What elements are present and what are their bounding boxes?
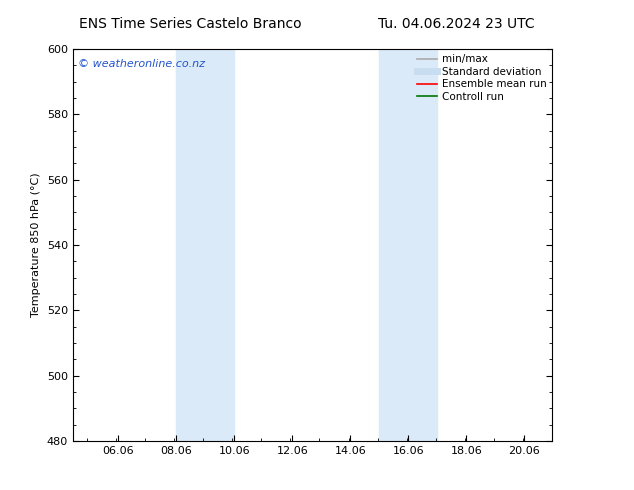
Text: ENS Time Series Castelo Branco: ENS Time Series Castelo Branco: [79, 17, 302, 31]
Text: © weatheronline.co.nz: © weatheronline.co.nz: [78, 59, 205, 69]
Bar: [379, 49, 437, 441]
Text: Tu. 04.06.2024 23 UTC: Tu. 04.06.2024 23 UTC: [378, 17, 535, 31]
Bar: [176, 49, 234, 441]
Y-axis label: Temperature 850 hPa (°C): Temperature 850 hPa (°C): [31, 172, 41, 318]
Legend: min/max, Standard deviation, Ensemble mean run, Controll run: min/max, Standard deviation, Ensemble me…: [415, 52, 548, 104]
